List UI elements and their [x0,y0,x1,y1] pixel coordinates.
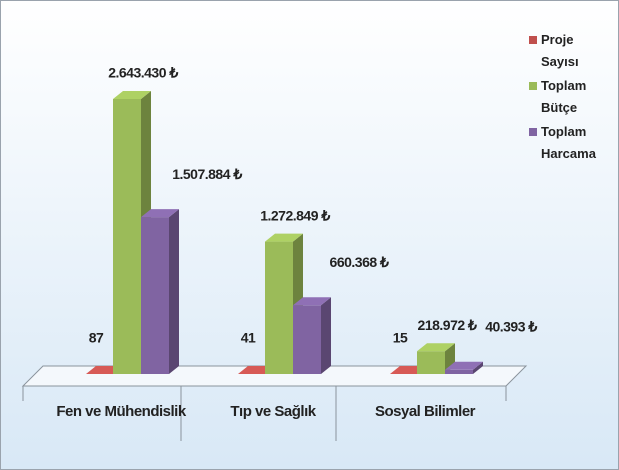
data-label: 41 [241,330,256,346]
legend-item: Proje Sayısı [529,29,609,73]
bar-top [417,343,455,352]
legend-label: Toplam Bütçe [541,78,587,115]
data-label: 660.368 ₺ [330,254,389,270]
bar-top [445,361,483,370]
data-label: 15 [393,330,408,346]
legend-item: Toplam Bütçe [529,75,609,119]
data-label: 1.507.884 ₺ [172,166,242,182]
bar-top [141,209,179,218]
data-label: 1.272.849 ₺ [260,207,330,223]
bar [113,99,141,374]
data-label: 40.393 ₺ [485,319,537,335]
bar-side [169,209,179,374]
bar [445,369,473,374]
legend-swatch [529,128,537,136]
data-label: 218.972 ₺ [418,317,477,333]
bar-side [473,361,483,374]
data-label: 87 [89,330,104,346]
data-label: 2.643.430 ₺ [108,65,178,81]
bar [141,217,169,374]
bar-side [321,297,331,374]
bar [293,305,321,374]
legend-swatch [529,82,537,90]
bar-top [113,91,151,99]
x-tick-label: Fen ve Mühendislik [56,403,186,420]
bar [265,241,293,374]
bar [417,351,445,374]
x-tick-label: Tıp ve Sağlık [230,403,316,420]
bar-top [265,233,303,242]
x-tick-label: Sosyal Bilimler [374,403,476,420]
legend-label: Toplam Harcama [541,124,596,161]
bar-top [293,297,331,306]
legend-item: Toplam Harcama [529,121,609,165]
legend-label: Proje Sayısı [541,32,579,69]
legend-swatch [529,36,537,44]
